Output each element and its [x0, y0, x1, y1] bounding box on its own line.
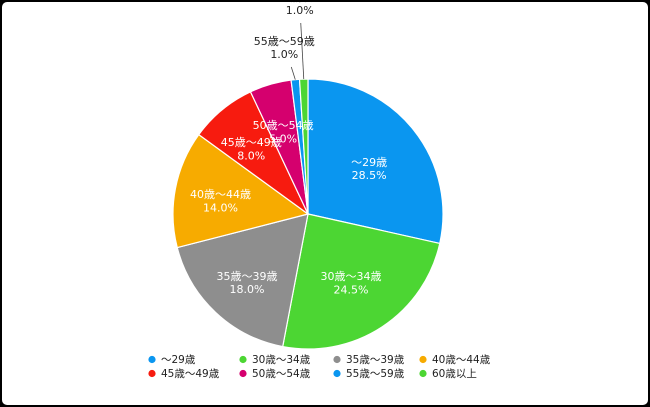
legend-label: 50歳〜54歳: [252, 368, 311, 380]
outside-slice-label: 55歳〜59歳 1.0%: [254, 35, 315, 61]
leader-lines: [290, 22, 305, 80]
legend-swatch: [333, 369, 341, 378]
legend-swatch: [419, 369, 427, 378]
slice-label: 40歳〜44歳 14.0%: [190, 188, 251, 214]
pie-slice: [298, 78, 309, 215]
leader-line: [290, 66, 296, 80]
legend-swatch: [333, 355, 341, 364]
legend-label: 45歳〜49歳: [161, 368, 220, 380]
legend-label: 〜29歳: [161, 354, 196, 366]
legend-label: 55歳〜59歳: [346, 368, 405, 380]
pie-slice: [281, 213, 441, 350]
legend-label: 40歳〜44歳: [432, 354, 491, 366]
outside-slice-label: 60歳以上1.0%: [276, 2, 323, 17]
pie-slice: [307, 78, 444, 245]
legend-swatch: [148, 355, 156, 364]
slice-label: 30歳〜34歳 24.5%: [320, 270, 381, 296]
legend-swatch: [419, 355, 427, 364]
slice-label: 35歳〜39歳 18.0%: [217, 270, 278, 296]
legend-label: 30歳〜34歳: [252, 354, 311, 366]
slice-label: 45歳〜49歳 8.0%: [221, 136, 282, 162]
slice-label: 50歳〜54歳 5.0%: [253, 119, 314, 145]
slice-label: 〜29歳 28.5%: [351, 156, 387, 182]
leader-line: [300, 22, 305, 80]
slice-labels: 〜29歳 28.5% 30歳〜34歳 24.5% 35歳〜39歳 18.0% 40歳〜44歳…: [190, 2, 387, 296]
pie-slices: [172, 78, 444, 350]
legend-label: 60歳以上: [432, 368, 477, 380]
legend-swatch: [239, 369, 247, 378]
pie-slice: [172, 133, 310, 249]
legend: 〜29歳 30歳〜34歳 35歳〜39歳 40歳〜44歳 45歳〜49歳 50歳〜54歳 5…: [148, 354, 491, 380]
legend-swatch: [148, 369, 156, 378]
pie-slice: [176, 213, 309, 348]
legend-label: 35歳〜39歳: [346, 354, 405, 366]
legend-swatch: [239, 355, 247, 364]
